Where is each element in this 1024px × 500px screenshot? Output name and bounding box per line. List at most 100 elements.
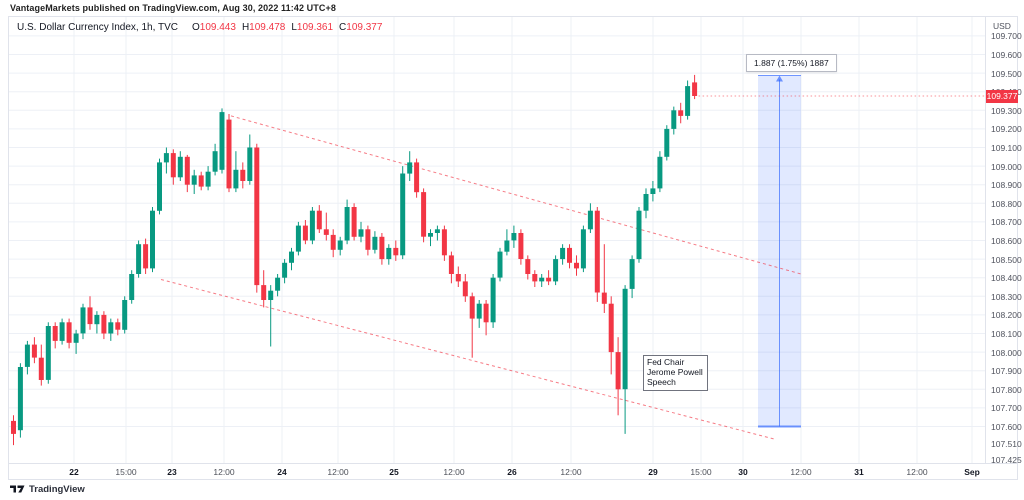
candle-body (268, 290, 274, 300)
ohlc-value: 109.478 (249, 22, 286, 33)
tradingview-logo-icon (10, 485, 25, 493)
published-byline: VantageMarkets published on TradingView.… (10, 3, 336, 13)
candle-body (212, 151, 218, 172)
candle-body (129, 274, 135, 300)
candle-body (302, 225, 308, 241)
chart-frame: U.S. Dollar Currency Index, 1h, TVC O109.… (8, 16, 1022, 480)
price-tick-label: 109.600 (991, 49, 1022, 60)
candle-body (441, 229, 447, 256)
trendline (230, 115, 802, 275)
candle-body (636, 210, 642, 260)
candle-body (316, 210, 322, 230)
candle-body (546, 277, 552, 282)
currency-label: USD (993, 21, 1011, 31)
ohlc-values: O109.443 H109.478 L109.361 C109.377 (186, 22, 382, 33)
candle-body (94, 314, 100, 325)
ohlc-key: L (291, 22, 297, 33)
time-tick-label: 15:00 (115, 467, 137, 477)
ohlc-key: C (339, 22, 347, 33)
candle-body (157, 162, 162, 211)
candle-body (233, 169, 239, 189)
price-tick-label: 108.100 (991, 328, 1022, 339)
candle-body (365, 229, 371, 250)
candle-body (428, 233, 433, 237)
candle-body (337, 240, 343, 250)
candle-body (143, 244, 149, 269)
candle-body (414, 162, 420, 193)
candle-body (657, 156, 663, 189)
candle-body (483, 303, 489, 323)
candle-body (177, 156, 183, 178)
candle-body (17, 367, 23, 431)
candle-body (226, 119, 232, 189)
fed-speech-annotation[interactable]: Fed Chair Jerome Powell Speech (643, 355, 708, 391)
candle-body (73, 333, 79, 343)
price-tick-label: 108.000 (991, 347, 1022, 358)
price-tick-label: 107.800 (991, 384, 1022, 395)
price-tick-label: 108.500 (991, 254, 1022, 265)
last-price-badge: 109.377 (986, 89, 1018, 103)
candle-body (504, 240, 510, 252)
time-tick-label: 12:00 (443, 467, 465, 477)
price-tick-label: 108.400 (991, 273, 1022, 284)
candle-body (643, 194, 649, 211)
candle-body (539, 277, 545, 282)
candle-body (608, 303, 614, 353)
candle-body (136, 244, 142, 274)
candle-body (448, 255, 454, 274)
candle-body (45, 326, 51, 380)
time-tick-label: 26 (507, 467, 517, 477)
price-tick-label: 108.200 (991, 310, 1022, 321)
time-tick-label: 12:00 (790, 467, 812, 477)
price-tick-label: 108.900 (991, 180, 1022, 191)
price-tick-label: 109.200 (991, 124, 1022, 135)
price-tick-label: 108.700 (991, 217, 1022, 228)
candle-body (59, 322, 65, 341)
candle-body (379, 236, 385, 260)
candle-body (11, 420, 16, 434)
candle-body (580, 229, 586, 269)
price-axis[interactable]: USD 109.377 109.700109.600109.500109.400… (985, 17, 1022, 465)
tradingview-logo[interactable]: TradingView (10, 483, 85, 495)
candle-body (191, 175, 197, 185)
price-tick-label: 108.300 (991, 291, 1022, 302)
candle-body (421, 192, 427, 237)
candle-body (170, 153, 176, 178)
candle-body (525, 259, 531, 274)
symbol-title: U.S. Dollar Currency Index, 1h, TVC (17, 22, 178, 33)
ohlc-value: 109.377 (346, 22, 383, 33)
candle-body (101, 314, 107, 334)
time-axis[interactable]: 22 15:00 23 12:00 24 12:00 25 12:00 26 12:00 29 15:… (9, 463, 1017, 480)
candle-body (358, 229, 364, 237)
chart-canvas (9, 17, 985, 463)
measurement-label[interactable]: 1.887 (1.75%) 1887 (746, 54, 837, 72)
time-tick-label: 22 (69, 467, 79, 477)
price-tick-label: 107.425 (991, 454, 1022, 465)
price-tick-label: 108.600 (991, 235, 1022, 246)
candle-body (282, 262, 288, 278)
time-tick-label: Sep (964, 467, 980, 477)
candle-body (205, 171, 211, 187)
candle-body (532, 274, 538, 282)
price-tick-label: 109.300 (991, 105, 1022, 116)
candle-body (309, 210, 315, 241)
candle-body (87, 307, 93, 325)
time-tick-label: 29 (648, 467, 658, 477)
candle-body (115, 322, 121, 330)
candle-body (490, 277, 496, 323)
candle-body (622, 288, 628, 390)
candle-body (567, 247, 572, 263)
chart-pane[interactable]: U.S. Dollar Currency Index, 1h, TVC O109.… (9, 17, 985, 463)
trendline (160, 279, 777, 440)
candle-body (476, 303, 482, 319)
candle-body (261, 285, 267, 300)
candle-body (330, 234, 336, 250)
symbol-legend: U.S. Dollar Currency Index, 1h, TVC O109.… (17, 22, 382, 33)
candle-body (163, 153, 169, 163)
ohlc-value: 109.443 (199, 22, 236, 33)
candle-body (407, 162, 413, 174)
candle-body (372, 236, 378, 250)
candle-body (664, 128, 670, 157)
candle-body (24, 344, 30, 367)
candle-body (400, 173, 406, 256)
